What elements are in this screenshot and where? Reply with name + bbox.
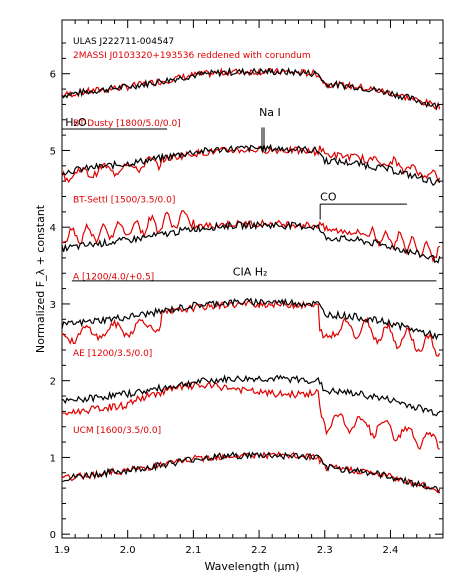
- panel-label-2: BT-Settl [1500/3.5/0.0]: [73, 196, 175, 206]
- x-tick-label: 2.0: [120, 545, 136, 556]
- x-tick-label: 2.4: [382, 545, 398, 556]
- annotation-label-3: CIA H₂: [233, 266, 268, 279]
- observed-spectrum-3: [61, 297, 440, 341]
- plot-frame: [61, 19, 444, 539]
- annotation-label-2: CO: [320, 190, 337, 203]
- y-axis-label: Normalized F_λ + constant: [34, 204, 47, 353]
- panel-label-3: A [1200/4.0/+0.5]: [73, 272, 154, 282]
- x-axis-ticks: 1.9 2.0 2.1 2.2 2.3 2.4: [54, 20, 431, 556]
- y-tick-label: 1: [50, 453, 56, 464]
- y-tick-label: 3: [50, 300, 56, 311]
- annotation-label-1: Na I: [259, 106, 281, 119]
- legend-observed: ULAS J222711-004547: [73, 37, 174, 47]
- observed-spectrum-2: [61, 220, 441, 264]
- y-tick-label: 2: [50, 377, 56, 388]
- x-axis-label: Wavelength (μm): [204, 560, 299, 573]
- y-tick-label: 6: [50, 70, 56, 81]
- comparison-spectrum-2: [61, 210, 441, 263]
- observed-spectrum-5: [61, 451, 441, 494]
- y-tick-label: 5: [50, 146, 56, 157]
- panel-labels: BT-Dusty [1800/5.0/0.0] BT-Settl [1500/3.…: [73, 119, 181, 436]
- x-tick-label: 2.1: [185, 545, 201, 556]
- panel-label-5: UCM [1600/3.5/0.0]: [73, 426, 161, 436]
- observed-spectrum-0: [61, 66, 440, 111]
- y-tick-label: 0: [50, 530, 56, 541]
- feature-annotations: H₂O Na I CO CIA H₂: [62, 106, 437, 282]
- spectra-series: [61, 66, 441, 494]
- annotation-label-0: H₂O: [65, 116, 87, 129]
- comparison-spectrum-3: [61, 299, 441, 357]
- x-tick-label: 2.2: [251, 545, 267, 556]
- x-tick-label: 2.3: [317, 545, 333, 556]
- legend-comparison: 2MASSI J0103320+193536 reddened with cor…: [73, 51, 311, 61]
- panel-label-1: BT-Dusty [1800/5.0/0.0]: [73, 119, 181, 129]
- observed-spectrum-1: [61, 142, 441, 186]
- panel-label-4: AE [1200/3.5/0.0]: [73, 349, 152, 359]
- y-axis-ticks: 0 1 2 3 4 5 6: [50, 42, 443, 541]
- y-tick-label: 4: [50, 223, 56, 234]
- comparison-spectrum-1: [61, 145, 441, 184]
- x-tick-label: 1.9: [54, 545, 70, 556]
- comparison-spectrum-4: [61, 381, 441, 450]
- observed-spectrum-4: [61, 374, 440, 417]
